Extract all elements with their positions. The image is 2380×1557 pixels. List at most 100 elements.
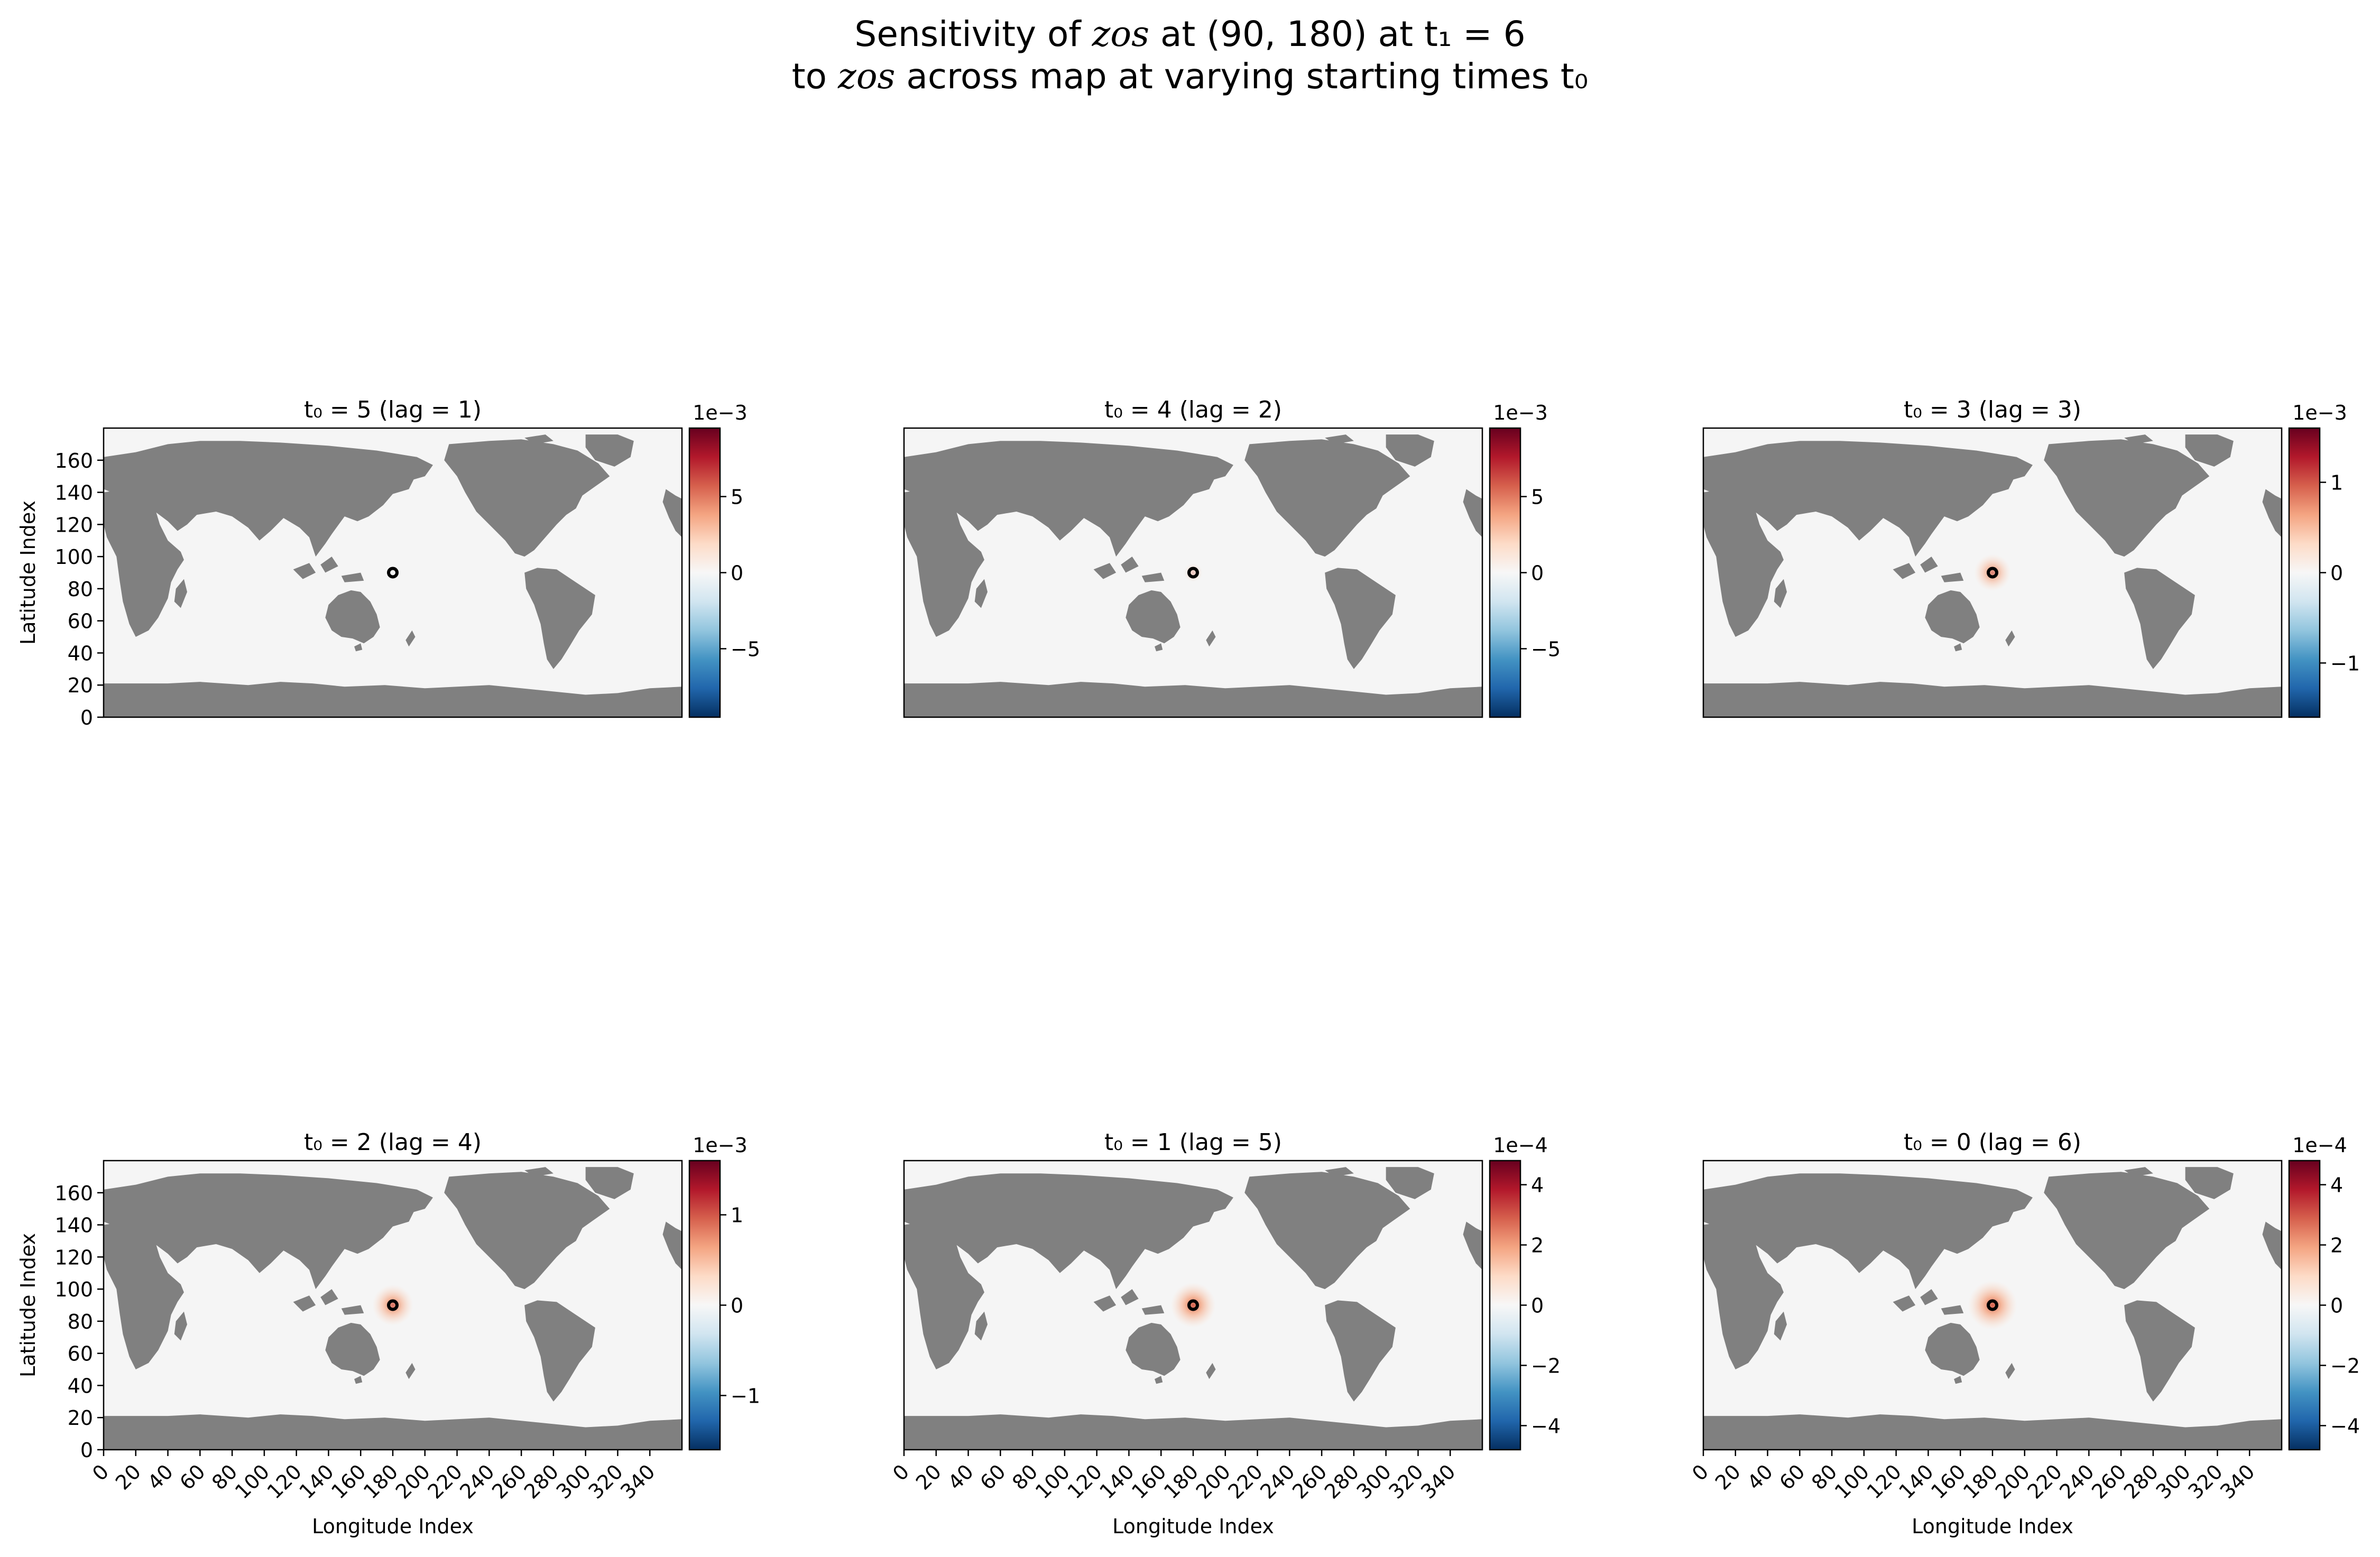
y-tick-label: 60 bbox=[68, 610, 93, 633]
y-tick-label: 40 bbox=[68, 1374, 93, 1397]
y-tick-label: 140 bbox=[54, 481, 93, 505]
y-tick-label: 20 bbox=[68, 674, 93, 697]
sensitivity-hotspot bbox=[1968, 1281, 2017, 1330]
target-point-marker bbox=[1987, 1299, 1998, 1311]
sensitivity-hotspot bbox=[1184, 563, 1203, 582]
target-point-marker bbox=[387, 567, 399, 579]
colorbar-tick-label: 0 bbox=[731, 1294, 743, 1318]
y-axis-label: Latitude Index bbox=[16, 1233, 40, 1377]
colorbar-tick-label: −4 bbox=[2330, 1414, 2360, 1438]
y-tick-label: 140 bbox=[54, 1214, 93, 1237]
colorbar-offset-label: 1e−3 bbox=[2292, 401, 2347, 424]
subplot-title: t₀ = 1 (lag = 5) bbox=[1104, 1129, 1282, 1156]
colorbar bbox=[688, 1160, 721, 1451]
target-point-marker bbox=[1187, 567, 1199, 579]
colorbar-tick-label: −4 bbox=[1531, 1414, 1561, 1438]
colorbar bbox=[1489, 427, 1521, 718]
y-tick-label: 80 bbox=[68, 1310, 93, 1333]
colorbar-offset-label: 1e−4 bbox=[1493, 1134, 1548, 1157]
colorbar bbox=[2288, 1160, 2321, 1451]
x-tick-label: 40 bbox=[944, 1460, 978, 1494]
subplot-1: t₀ = 5 (lag = 1) 0 20 40 60 80 100 120 140 160 Lat… bbox=[16, 396, 760, 729]
y-tick-label: 80 bbox=[68, 578, 93, 601]
colorbar-tick-label: −5 bbox=[731, 637, 760, 661]
x-tick-label: 40 bbox=[143, 1460, 178, 1494]
subplot-title: t₀ = 3 (lag = 3) bbox=[1904, 396, 2081, 423]
x-tick-label: 20 bbox=[111, 1460, 145, 1494]
colorbar-tick-label: −2 bbox=[1531, 1354, 1561, 1377]
sensitivity-hotspot bbox=[1974, 554, 2011, 591]
subplot-2: t₀ = 4 (lag = 2) −5 0 5 1e−3 bbox=[903, 396, 1561, 718]
y-tick-label: 100 bbox=[54, 1278, 93, 1301]
colorbar-tick-label: 0 bbox=[2330, 562, 2343, 585]
colorbar-tick-label: 0 bbox=[2330, 1294, 2343, 1318]
x-tick-label: 0 bbox=[888, 1460, 914, 1485]
x-tick-label: 60 bbox=[975, 1460, 1010, 1494]
x-tick-label: 340 bbox=[616, 1460, 659, 1503]
subplot-title: t₀ = 0 (lag = 6) bbox=[1904, 1129, 2081, 1156]
y-tick-label: 0 bbox=[80, 1439, 93, 1462]
x-tick-label: 60 bbox=[175, 1460, 209, 1494]
colorbar-tick-label: −5 bbox=[1531, 637, 1561, 661]
colorbar-offset-label: 1e−3 bbox=[1493, 401, 1548, 424]
colorbar-tick-label: 4 bbox=[1531, 1174, 1544, 1197]
colorbar-tick-label: 2 bbox=[2330, 1234, 2343, 1257]
colorbar-offset-label: 1e−4 bbox=[2292, 1134, 2347, 1157]
subplot-5: t₀ = 1 (lag = 5)020406080100120140160180… bbox=[888, 1129, 1561, 1538]
target-point-marker bbox=[1987, 567, 1998, 579]
subplot-title: t₀ = 2 (lag = 4) bbox=[304, 1129, 482, 1156]
colorbar-tick-label: −1 bbox=[731, 1384, 760, 1407]
target-point-marker bbox=[387, 1299, 399, 1311]
y-tick-label: 120 bbox=[54, 1246, 93, 1269]
subplot-4: t₀ = 2 (lag = 4)020406080100120140160Lat… bbox=[16, 1129, 760, 1538]
colorbar-tick-label: 5 bbox=[1531, 486, 1544, 509]
colorbar-tick-label: 0 bbox=[731, 562, 743, 585]
colorbar-offset-label: 1e−3 bbox=[693, 401, 748, 424]
target-point-marker bbox=[1187, 1299, 1199, 1311]
axes-frame bbox=[1702, 427, 2283, 718]
colorbar bbox=[688, 427, 721, 718]
x-axis-label: Longitude Index bbox=[1112, 1515, 1274, 1538]
colorbar bbox=[1489, 1160, 1521, 1451]
x-tick-label: 340 bbox=[1416, 1460, 1460, 1503]
x-axis-label: Longitude Index bbox=[312, 1515, 474, 1538]
colorbar-tick-label: 0 bbox=[1531, 1294, 1544, 1318]
colorbar-tick-label: −1 bbox=[2330, 652, 2360, 675]
y-tick-label: 120 bbox=[54, 513, 93, 536]
colorbar-tick-label: 1 bbox=[731, 1204, 743, 1227]
subplot-title: t₀ = 5 (lag = 1) bbox=[304, 396, 482, 423]
subplot-6: t₀ = 0 (lag = 6)020406080100120140160180… bbox=[1687, 1129, 2360, 1538]
y-tick-label: 160 bbox=[54, 1182, 93, 1205]
y-tick-label: 20 bbox=[68, 1406, 93, 1430]
colorbar-offset-label: 1e−3 bbox=[693, 1134, 748, 1157]
subplot-title: t₀ = 4 (lag = 2) bbox=[1104, 396, 1282, 423]
colorbar-tick-label: 2 bbox=[1531, 1234, 1544, 1257]
axes-frame bbox=[903, 427, 1483, 718]
axes-frame bbox=[103, 427, 683, 718]
x-axis-label: Longitude Index bbox=[1912, 1515, 2073, 1538]
subplot-3: t₀ = 3 (lag = 3) −1 0 1 1e−3 bbox=[1702, 396, 2360, 718]
x-tick-label: 0 bbox=[88, 1460, 113, 1485]
figure-title-line2: to zos across map at varying starting ti… bbox=[791, 56, 1589, 97]
y-tick-label: 40 bbox=[68, 642, 93, 665]
y-tick-label: 0 bbox=[80, 706, 93, 729]
colorbar-tick-label: 0 bbox=[1531, 562, 1544, 585]
subplot-grid: t₀ = 5 (lag = 1)020406080100120140160Lat… bbox=[16, 396, 2360, 1538]
x-tick-label: 20 bbox=[1711, 1460, 1745, 1494]
y-axis-label: Latitude Index bbox=[16, 501, 40, 645]
colorbar bbox=[2288, 427, 2321, 718]
colorbar-tick-label: 5 bbox=[731, 486, 743, 509]
x-tick-label: 0 bbox=[1687, 1460, 1713, 1485]
colorbar-tick-label: −2 bbox=[2330, 1354, 2360, 1377]
sensitivity-hotspot bbox=[1170, 1282, 1216, 1328]
figure-title-line1: Sensitivity of zos at (90, 180) at t₁ = … bbox=[854, 14, 1526, 54]
x-tick-label: 20 bbox=[911, 1460, 946, 1494]
sensitivity-hotspot bbox=[372, 1284, 413, 1326]
x-tick-label: 60 bbox=[1775, 1460, 1809, 1494]
y-tick-label: 100 bbox=[54, 545, 93, 569]
y-tick-label: 160 bbox=[54, 449, 93, 472]
y-tick-label: 60 bbox=[68, 1342, 93, 1366]
colorbar-tick-label: 4 bbox=[2330, 1174, 2343, 1197]
x-tick-label: 340 bbox=[2216, 1460, 2259, 1503]
